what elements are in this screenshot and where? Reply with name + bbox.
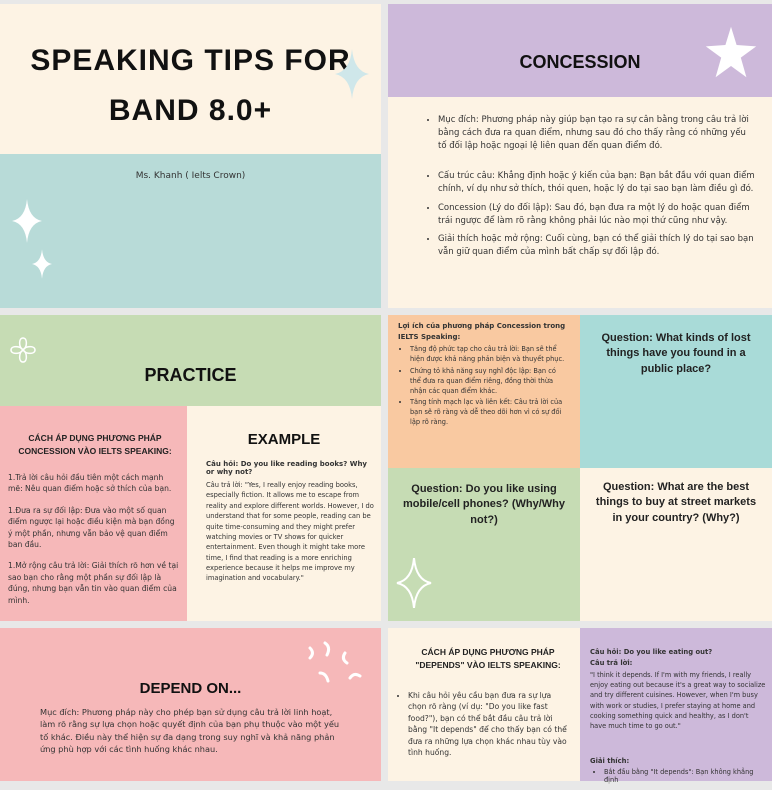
bullet: Khi câu hỏi yêu cầu bạn đưa ra sự lựa ch… bbox=[408, 690, 568, 758]
title: DEPEND ON... bbox=[139, 680, 242, 697]
question: Question: Do you like using mobile/cell … bbox=[403, 483, 565, 526]
slide: DEPEND ON... Mục đích: Phương pháp này c… bbox=[0, 628, 381, 781]
question: Question: What kinds of lost things have… bbox=[601, 332, 751, 375]
title: BAND 8.0+ bbox=[108, 94, 273, 127]
star-decoration bbox=[396, 558, 432, 608]
bullet-list: Tăng độ phức tạp cho câu trả lời: Bạn sẽ… bbox=[398, 345, 566, 434]
bullet: Tăng độ phức tạp cho câu trả lời: Bạn sẽ… bbox=[410, 345, 566, 365]
squiggle-decoration bbox=[308, 641, 362, 683]
panel: Lợi ích của phương pháp Concession trong… bbox=[388, 315, 580, 468]
heading: Lợi ích của phương pháp Concession trong… bbox=[398, 322, 566, 341]
header bbox=[388, 4, 772, 97]
bullet: Concession (Lý do đối lập): Sau đó, bạn … bbox=[438, 202, 756, 228]
step: 1.Mở rộng câu trả lời: Giải thích rõ hơn… bbox=[8, 561, 179, 605]
label: Giải thích: bbox=[590, 757, 630, 765]
bullet-list: Mục đích: Phương pháp này giúp bạn tạo r… bbox=[426, 114, 756, 265]
flower-decoration bbox=[10, 337, 36, 363]
slide: Lợi ích của phương pháp Concession trong… bbox=[388, 315, 772, 621]
label: Câu trả lời: bbox=[590, 659, 633, 667]
bullet: Bắt đầu bằng "It depends": Bạn không khẳ… bbox=[604, 768, 767, 784]
star-decoration bbox=[12, 199, 42, 243]
header bbox=[0, 315, 381, 406]
bullet: Mục đích: Phương pháp này giúp bạn tạo r… bbox=[438, 114, 756, 152]
panel: Question: What kinds of lost things have… bbox=[580, 315, 772, 468]
author: Ms. Khanh ( Ielts Crown) bbox=[135, 171, 246, 181]
text: Mục đích: Phương pháp này cho phép bạn s… bbox=[40, 707, 340, 754]
star-decoration bbox=[32, 249, 52, 279]
answer: "I think it depends. If I'm with my frie… bbox=[590, 671, 766, 731]
panel: CÁCH ÁP DỤNG PHƯƠNG PHÁP CONCESSION VÀO … bbox=[0, 406, 187, 621]
slide: SPEAKING TIPS FOR BAND 8.0+ Ms. Khanh ( … bbox=[0, 4, 381, 308]
step: 1.Đưa ra sự đối lập: Đưa vào một số quan… bbox=[8, 505, 175, 549]
slide: CONCESSION Mục đích: Phương pháp này giú… bbox=[388, 4, 772, 308]
heading: CÁCH ÁP DỤNG PHƯƠNG PHÁP "DEPENDS" VÀO I… bbox=[415, 647, 561, 670]
bullet: Giải thích hoặc mở rộng: Cuối cùng, bạn … bbox=[438, 233, 756, 259]
title: SPEAKING TIPS FOR bbox=[30, 44, 351, 77]
star-decoration bbox=[705, 26, 757, 78]
band bbox=[0, 154, 381, 308]
heading: EXAMPLE bbox=[247, 431, 321, 448]
question: Câu hỏi: Do you like eating out? bbox=[590, 648, 713, 656]
bullet: Tăng tính mạch lạc và liên kết: Câu trả … bbox=[410, 398, 566, 428]
answer: Câu trả lời: "Yes, I really enjoy readin… bbox=[206, 481, 374, 583]
bullet: Cấu trúc câu: Khẳng định hoặc ý kiến của… bbox=[438, 170, 756, 196]
question: Question: What are the best things to bu… bbox=[595, 481, 757, 524]
slide: PRACTICE CÁCH ÁP DỤNG PHƯƠNG PHÁP CONCES… bbox=[0, 315, 381, 621]
panel: Câu hỏi: Do you like eating out? Câu trả… bbox=[580, 628, 772, 784]
step: 1.Trả lời câu hỏi đầu tiên một cách mạnh… bbox=[8, 473, 172, 494]
bullet: Chứng tỏ khả năng suy nghĩ độc lập: Bạn … bbox=[410, 367, 566, 397]
bullet-list: Khi câu hỏi yêu cầu bạn đưa ra sự lựa ch… bbox=[396, 690, 568, 764]
panel: Question: What are the best things to bu… bbox=[580, 468, 772, 621]
bullet-list: Bắt đầu bằng "It depends": Bạn không khẳ… bbox=[592, 768, 767, 790]
steps: 1.Trả lời câu hỏi đầu tiên một cách mạnh… bbox=[8, 472, 180, 606]
heading: CÁCH ÁP DỤNG PHƯƠNG PHÁP CONCESSION VÀO … bbox=[18, 433, 172, 456]
question: Câu hỏi: Do you like reading books? Why … bbox=[206, 460, 367, 476]
title: PRACTICE bbox=[144, 365, 237, 385]
title: CONCESSION bbox=[519, 52, 641, 72]
star-decoration bbox=[335, 49, 369, 99]
panel: Question: Do you like using mobile/cell … bbox=[388, 468, 580, 621]
slide: CÁCH ÁP DỤNG PHƯƠNG PHÁP "DEPENDS" VÀO I… bbox=[388, 628, 772, 784]
